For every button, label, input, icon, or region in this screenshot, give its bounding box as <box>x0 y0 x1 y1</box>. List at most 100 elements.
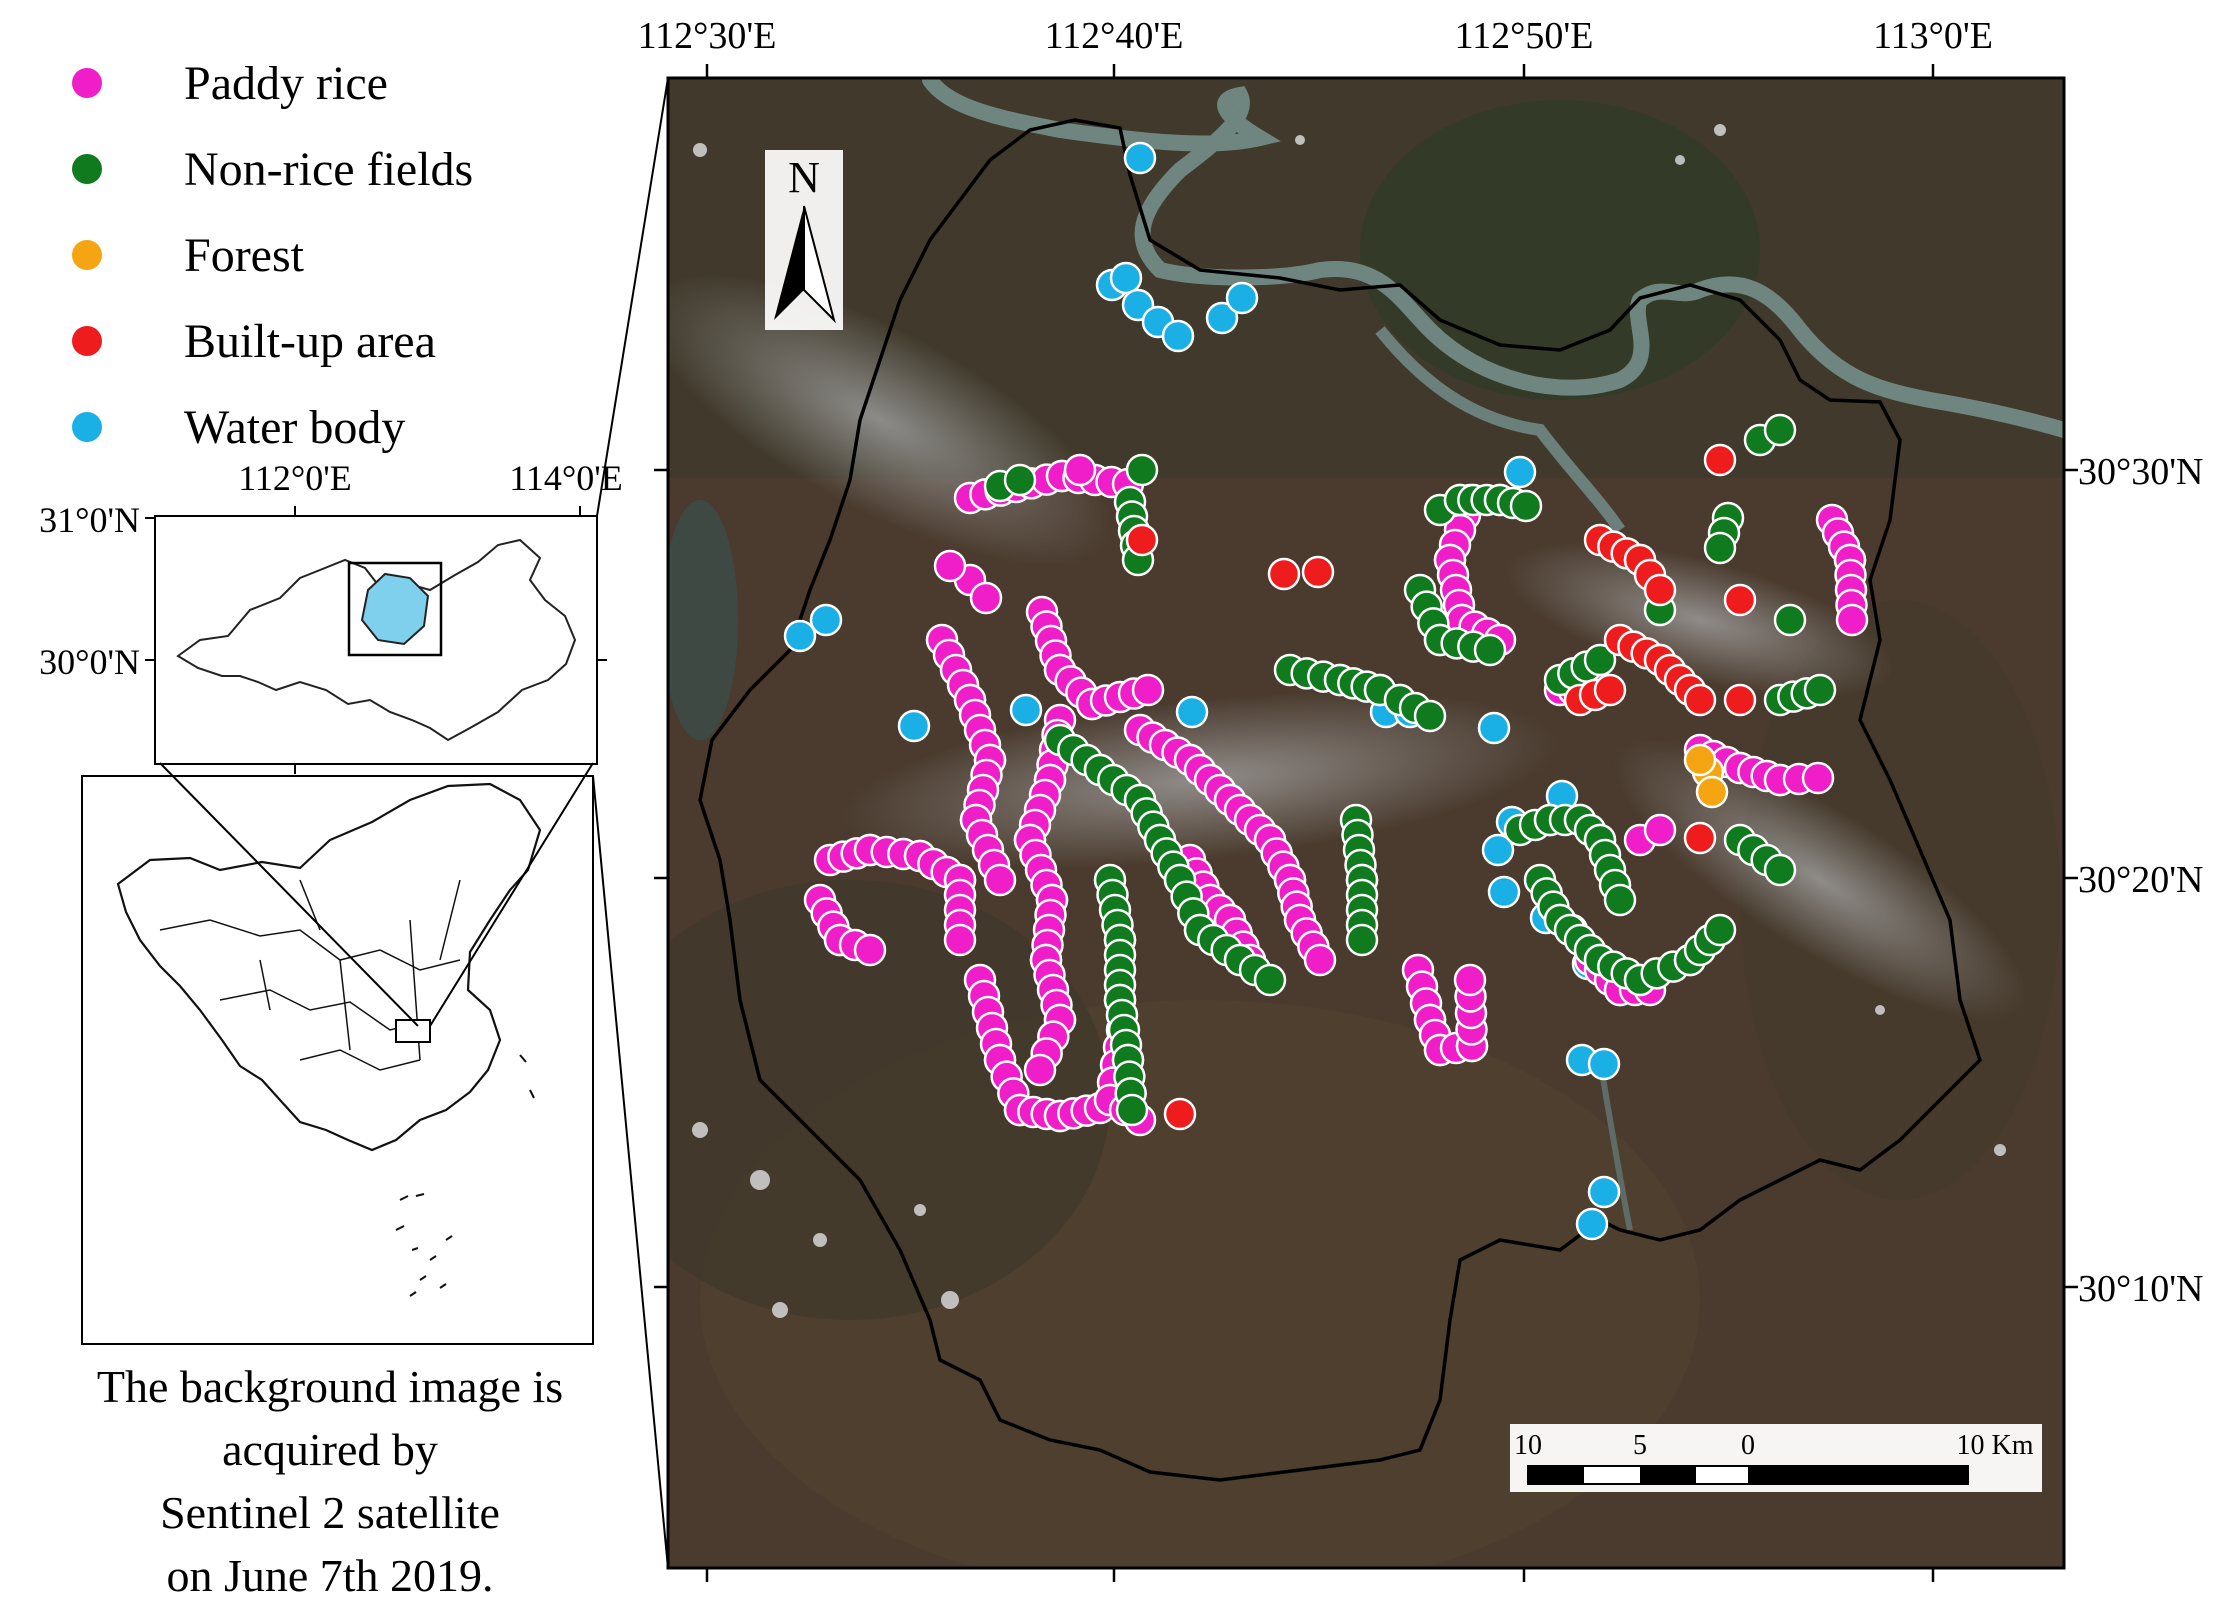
sample-point <box>1763 413 1797 447</box>
legend-item-built-up: Built-up area <box>40 298 436 384</box>
water-swatch <box>72 412 102 442</box>
sample-point <box>1683 821 1717 855</box>
sample-point <box>853 933 887 967</box>
forest-swatch <box>72 240 102 270</box>
sample-point <box>1503 455 1537 489</box>
sample-point <box>1763 853 1797 887</box>
inset-study-box <box>347 561 443 657</box>
connector-line <box>429 762 594 1027</box>
sample-point <box>1125 453 1159 487</box>
caption-line: acquired by <box>222 1424 438 1475</box>
sample-point <box>1835 603 1869 637</box>
sample-point <box>1703 531 1737 565</box>
sample-point <box>1773 603 1807 637</box>
connector-line <box>159 762 419 1027</box>
sample-point <box>1603 883 1637 917</box>
sample-point <box>1123 141 1157 175</box>
cloud-specks <box>692 124 2006 1318</box>
sample-point <box>1125 523 1159 557</box>
lat-tick-label: 30°10'N <box>2078 1268 2204 1310</box>
lon-tick-label: 112°50'E <box>1455 15 1594 57</box>
sample-point <box>1003 463 1037 497</box>
lat-ticks <box>654 468 2078 1289</box>
sample-point <box>1023 1053 1057 1087</box>
built-up-swatch <box>72 326 102 356</box>
sample-point <box>1683 683 1717 717</box>
study-area-boundary <box>698 118 1983 1482</box>
sample-point <box>1163 1097 1197 1131</box>
sample-point <box>1413 699 1447 733</box>
sample-point <box>1593 673 1627 707</box>
map-legend: Paddy rice Non-rice fields Forest Built-… <box>40 20 600 460</box>
caption-line: The background image is <box>96 1361 564 1412</box>
sample-point <box>1301 555 1335 589</box>
legend-item-paddy-rice: Paddy rice <box>40 40 388 126</box>
sample-point <box>1115 1093 1149 1127</box>
province-outline <box>176 538 577 742</box>
legend-item-non-rice: Non-rice fields <box>40 126 473 212</box>
sample-point <box>1477 711 1511 745</box>
sample-point <box>1453 963 1487 997</box>
sample-point <box>1575 1207 1609 1241</box>
sample-point <box>1801 761 1835 795</box>
connector-line <box>592 775 669 1569</box>
sample-point <box>897 709 931 743</box>
legend-label: Water body <box>184 400 406 454</box>
sample-point <box>1723 583 1757 617</box>
image-source-caption: The background image is acquired by Sent… <box>40 1355 620 1607</box>
lake-shape <box>668 500 738 740</box>
main-map: 112°30'E 112°40'E 112°50'E 113°0'E 30°30… <box>638 15 2204 1582</box>
caption-line: Sentinel 2 satellite <box>160 1487 500 1538</box>
river-branch <box>1375 326 1625 534</box>
sample-point <box>1587 1175 1621 1209</box>
legend-label: Non-rice fields <box>184 142 474 196</box>
china-outline <box>116 782 542 1152</box>
coastal-islands <box>519 1054 535 1099</box>
legend-label: Forest <box>184 228 304 282</box>
sample-point <box>1175 695 1209 729</box>
non-rice-swatch <box>72 154 102 184</box>
north-arrow-icon: N <box>765 150 843 330</box>
china-inset <box>81 775 594 1345</box>
sample-point <box>1487 875 1521 909</box>
sample-point <box>809 603 843 637</box>
scale-label: 5 <box>1633 1430 1647 1461</box>
sample-point <box>1803 673 1837 707</box>
sample-point <box>1267 557 1301 591</box>
sample-point <box>1253 963 1287 997</box>
sample-point <box>1131 673 1165 707</box>
yangtze-river <box>922 78 2064 438</box>
province-inset-frame <box>154 515 598 765</box>
sample-point <box>1683 743 1717 777</box>
lat-tick-label: 30°20'N <box>2078 859 2204 901</box>
north-label: N <box>788 153 820 202</box>
sample-points <box>783 141 1869 1241</box>
lon-tick-label: 113°0'E <box>1873 15 1993 57</box>
sample-point <box>1205 301 1239 335</box>
sample-point <box>1161 319 1195 353</box>
scale-label: 0 <box>1741 1430 1755 1461</box>
sample-point <box>1009 693 1043 727</box>
sample-point <box>1481 833 1515 867</box>
scale-label: 10 <box>1514 1430 1542 1461</box>
canal <box>1597 1059 1633 1231</box>
connector-line <box>596 77 669 517</box>
sample-point <box>1109 261 1143 295</box>
scale-label: 10 Km <box>1957 1430 2034 1461</box>
inset-lat-tick-label: 31°0'N <box>39 500 140 540</box>
sample-point <box>1583 643 1617 677</box>
study-area-shape <box>360 572 430 646</box>
dark-vegetation-patch <box>1360 100 1760 400</box>
sample-point <box>933 549 967 583</box>
sample-point <box>1225 281 1259 315</box>
inset-lon-tick-label: 112°0'E <box>238 458 352 498</box>
lat-tick-label: 30°30'N <box>2078 451 2204 493</box>
legend-label: Paddy rice <box>184 56 388 110</box>
sample-point <box>1695 775 1729 809</box>
china-inset-frame <box>81 775 594 1345</box>
lon-tick-label: 112°40'E <box>1045 15 1184 57</box>
sample-point <box>1643 813 1677 847</box>
main-map-frame <box>666 76 2066 1570</box>
lon-tick-label: 112°30'E <box>638 15 777 57</box>
